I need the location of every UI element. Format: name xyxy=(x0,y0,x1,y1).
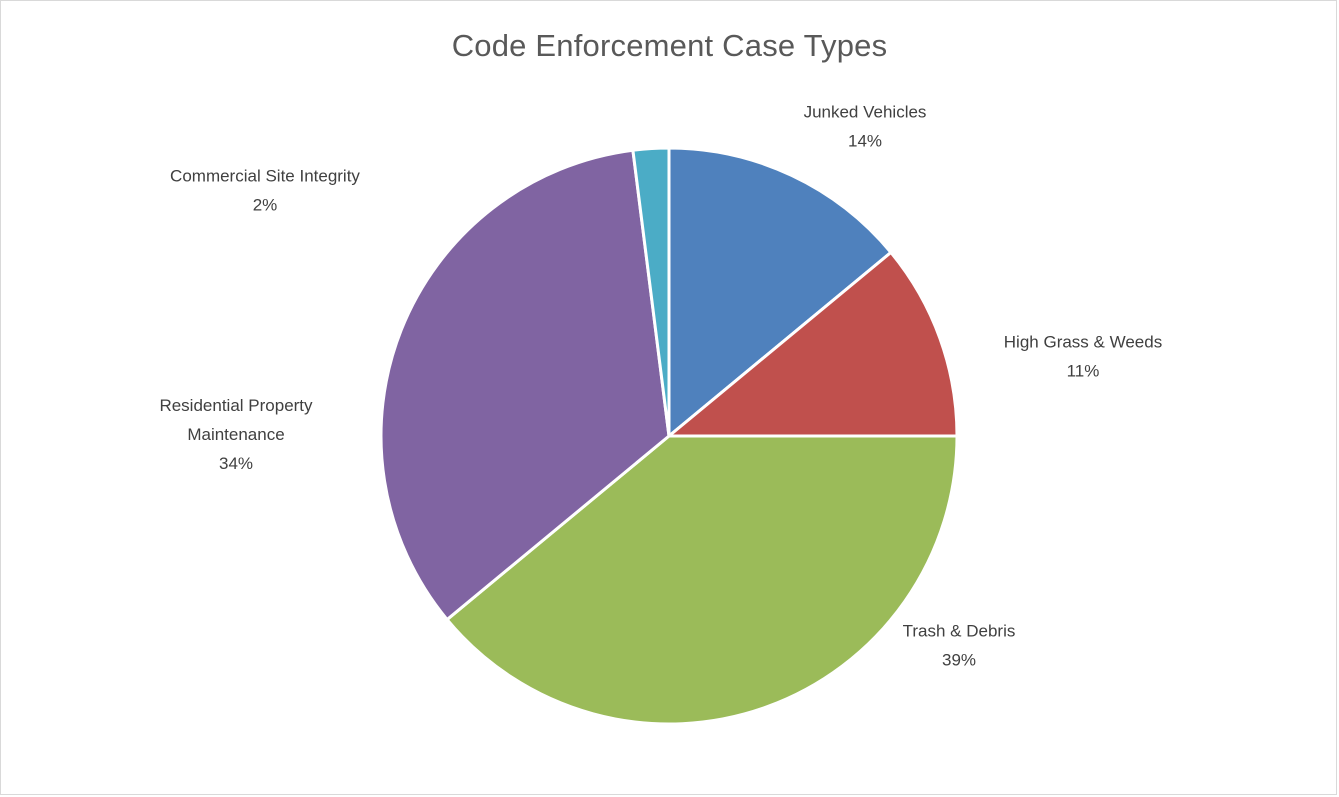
data-label-commercial-site-integrity: Commercial Site Integrity 2% xyxy=(170,167,360,215)
data-label-residential-property-maintenance: Residential Property Maintenance 34% xyxy=(159,396,313,473)
data-label-junked-vehicles: Junked Vehicles 14% xyxy=(804,103,927,151)
pie-slice-trash-and-debris xyxy=(445,434,959,726)
data-label-trash-and-debris: Trash & Debris 39% xyxy=(903,622,1016,670)
pie-slice-residential-property-maintenance xyxy=(379,148,671,622)
pie-slice-junked-vehicles xyxy=(667,146,893,438)
chart-title: Code Enforcement Case Types xyxy=(451,28,888,63)
pie-slice-commercial-site-integrity xyxy=(631,146,671,438)
data-label-high-grass-and-weeds: High Grass & Weeds 11% xyxy=(1004,333,1162,381)
pie-slice-high-grass-and-weeds xyxy=(667,250,959,438)
